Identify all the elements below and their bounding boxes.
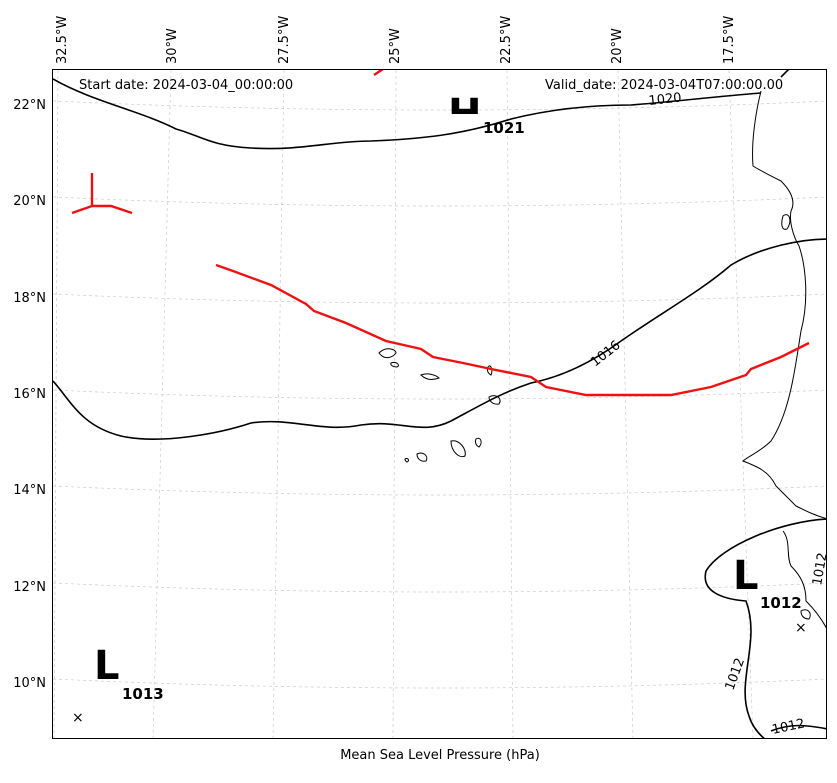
cape-verde-maio [474, 437, 482, 448]
valid-date-label: Valid_date: 2024-03-04T07:00:00.00 [545, 78, 784, 93]
red-track-north [373, 70, 384, 76]
low-pressure-letter-west: L [94, 643, 120, 689]
cape-verde-santiago [450, 440, 466, 458]
isobar-1012-south [770, 724, 826, 732]
map-caption: Mean Sea Level Pressure (hPa) [340, 748, 540, 763]
lon-label-25w: 25°W [388, 28, 403, 64]
graticule [53, 70, 826, 738]
isobar-1020-line [53, 78, 762, 150]
isobars [53, 70, 826, 738]
map-panel: 1020 1016 1012 1012 1012 [52, 69, 827, 739]
red-track [215, 70, 810, 397]
low-center-marker-west: × [72, 710, 84, 726]
isobar-labels: 1020 1016 1012 1012 1012 [588, 91, 827, 738]
cape-verde-sao-vicente [390, 362, 399, 368]
start-date-label: Start date: 2024-03-04_00:00:00 [79, 78, 294, 93]
isobar-1012-line [704, 518, 826, 738]
low-pressure-value-east: 1012 [760, 594, 802, 612]
lat-label-16n: 16°N [13, 387, 46, 402]
low-pressure-value-west: 1013 [122, 685, 164, 703]
cape-verde-boa-vista [488, 395, 501, 405]
lon-label-17-5w: 17.5°W [722, 15, 737, 64]
west-africa-coast [742, 90, 826, 519]
cape-verde-sao-nicolau [420, 373, 440, 380]
map-canvas: 1020 1016 1012 1012 1012 [53, 70, 827, 738]
lon-label-27-5w: 27.5°W [277, 15, 292, 64]
banc-d-arguin-islets [781, 214, 791, 230]
lon-label-22-5w: 22.5°W [499, 15, 514, 64]
coastlines [378, 90, 826, 629]
cape-verde-fogo [416, 452, 428, 462]
bijagos-islands [800, 609, 811, 620]
isobar-label-1012-c: 1012 [810, 551, 827, 586]
low-pressure-letter-east: L [733, 553, 759, 599]
wind-barb [71, 173, 133, 215]
isobar-label-1012-b: 1012 [771, 716, 806, 738]
red-track-main [215, 263, 810, 397]
lon-label-32-5w: 32.5°W [55, 15, 70, 64]
lat-label-12n: 12°N [13, 580, 46, 595]
lat-label-10n: 10°N [13, 676, 46, 691]
low-center-marker-east: × [795, 620, 807, 636]
lat-label-14n: 14°N [13, 483, 46, 498]
senegal-gambia-coast [782, 530, 826, 629]
high-pressure-value: 1021 [483, 119, 525, 137]
lon-label-20w: 20°W [610, 28, 625, 64]
lat-label-18n: 18°N [13, 291, 46, 306]
lat-label-22n: 22°N [13, 98, 46, 113]
isobar-1016-line [53, 238, 826, 440]
high-pressure-letter: H [448, 94, 481, 114]
isobar-label-1020: 1020 [648, 91, 682, 109]
lat-label-20n: 20°N [13, 194, 46, 209]
cape-verde-brava [404, 457, 409, 463]
lon-label-30w: 30°W [165, 28, 180, 64]
isobar-label-1012-a: 1012 [723, 656, 748, 692]
isobar-1020-east [780, 70, 790, 78]
cape-verde-santo-antao [378, 348, 397, 359]
